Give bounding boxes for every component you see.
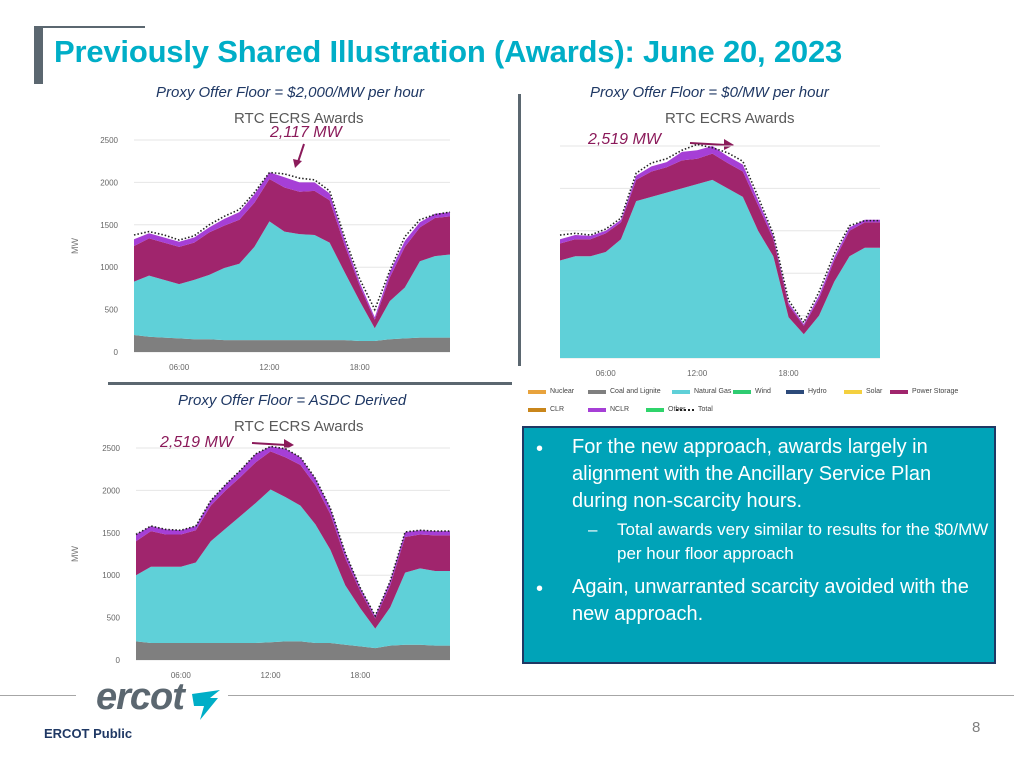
total-line — [559, 143, 880, 324]
legend-swatch — [588, 407, 606, 412]
x-tick-label: 12:00 — [261, 671, 282, 680]
area-coal-and-lignite — [134, 335, 450, 352]
legend-item-total: Total — [676, 406, 713, 413]
legend-label: Solar — [866, 388, 883, 395]
panel-1-chart-title: RTC ECRS Awards — [234, 110, 364, 127]
x-tick-label: 18:00 — [779, 369, 800, 378]
x-tick-label: 18:00 — [350, 363, 371, 372]
legend-swatch — [646, 407, 664, 412]
horizontal-divider — [108, 382, 512, 385]
footer-line-left — [0, 695, 76, 696]
legend-item-coal-and-lignite: Coal and Lignite — [588, 388, 661, 395]
x-tick-label: 12:00 — [687, 369, 708, 378]
footer-line-right — [228, 695, 1014, 696]
y-axis-label: MW — [70, 546, 80, 562]
y-tick-label: 1000 — [102, 571, 120, 580]
vertical-divider — [518, 94, 521, 366]
panel-3-subtitle: Proxy Offer Floor = ASDC Derived — [178, 392, 407, 409]
chart-asdc-derived: 0 500 1000 1500 2000 2500 MW 06:00 12:00 18:00 — [70, 444, 450, 680]
legend-label: Coal and Lignite — [610, 388, 661, 395]
area-coal-and-lignite — [136, 641, 450, 660]
legend-label: Total — [698, 406, 713, 413]
area-power-storage — [136, 451, 450, 629]
legend-item-clr: CLR — [528, 406, 564, 413]
panel-3-annotation: 2,519 MW — [160, 434, 233, 451]
y-tick-label: 1500 — [100, 221, 118, 230]
legend-swatch — [528, 407, 546, 412]
legend-item-wind: Wind — [733, 388, 771, 395]
legend-item-power-storage: Power Storage — [890, 388, 958, 395]
legend-item-hydro: Hydro — [786, 388, 827, 395]
legend-item-solar: Solar — [844, 388, 882, 395]
summary-bullet-2: Again, unwarranted scarcity avoided with… — [572, 576, 969, 625]
chart-legend: Nuclear Coal and Lignite Natural Gas Wind Hy… — [526, 388, 996, 420]
area-power-storage — [134, 179, 450, 329]
panel-1-annotation: 2,117 MW — [270, 124, 342, 141]
chart-0-floor: 06:00 12:00 18:00 — [559, 143, 880, 378]
page-title: Previously Shared Illustration (Awards):… — [54, 34, 843, 69]
bullet-marker: • — [536, 438, 544, 460]
panel-2-annotation-arrow — [689, 139, 734, 150]
chart-2000-floor: 0 500 1000 1500 2000 2500 MW 06:00 12:00 18:00 — [70, 136, 451, 372]
area-natural-gas — [134, 221, 450, 341]
title-accent-bar — [34, 26, 43, 84]
area-natural-gas — [560, 179, 880, 358]
legend-label: Nuclear — [550, 388, 575, 395]
x-tick-label: 12:00 — [259, 363, 280, 372]
legend-swatch — [786, 389, 804, 394]
y-tick-label: 2500 — [102, 444, 120, 453]
sub-bullet-marker: – — [588, 520, 598, 539]
panel-2-annotation: 2,519 MW — [588, 131, 661, 148]
total-line — [133, 171, 451, 312]
legend-label: CLR — [550, 406, 565, 413]
bullet-marker: • — [536, 578, 544, 600]
panel-3-chart-title: RTC ECRS Awards — [234, 418, 364, 435]
y-tick-label: 2000 — [100, 178, 118, 187]
area-natural-gas — [136, 489, 450, 649]
legend-item-natural-gas: Natural Gas — [672, 388, 731, 395]
y-tick-label: 2000 — [102, 486, 120, 495]
legend-label: Wind — [755, 388, 771, 395]
ercot-logo: ercot — [96, 676, 185, 718]
y-tick-label: 1000 — [100, 263, 118, 272]
legend-label: Power Storage — [912, 388, 959, 395]
legend-label: Natural Gas — [694, 388, 732, 395]
panel-3-annotation-arrow — [251, 439, 294, 450]
y-tick-label: 0 — [116, 656, 121, 665]
ercot-logo-mark-icon — [192, 690, 220, 720]
y-tick-label: 500 — [107, 614, 121, 623]
legend-swatch — [844, 389, 862, 394]
legend-item-nclr: NCLR — [588, 406, 629, 413]
panel-2-subtitle: Proxy Offer Floor = $0/MW per hour — [590, 84, 829, 101]
y-tick-label: 500 — [105, 306, 119, 315]
area-power-storage — [560, 153, 880, 335]
x-tick-label: 06:00 — [171, 671, 192, 680]
legend-label: NCLR — [610, 406, 630, 413]
y-axis-label: MW — [70, 238, 80, 254]
legend-swatch — [588, 389, 606, 394]
footer-classification: ERCOT Public — [44, 726, 133, 741]
panel-1-subtitle: Proxy Offer Floor = $2,000/MW per hour — [156, 84, 425, 101]
x-tick-label: 06:00 — [596, 369, 617, 378]
legend-swatch — [528, 389, 546, 394]
legend-item-nuclear: Nuclear — [528, 388, 574, 395]
y-tick-label: 2500 — [100, 136, 118, 145]
summary-textbox: • For the new approach, awards largely i… — [522, 426, 996, 664]
y-tick-label: 1500 — [102, 529, 120, 538]
x-tick-label: 18:00 — [350, 671, 371, 680]
title-accent-line — [43, 26, 145, 28]
legend-swatch — [676, 408, 694, 411]
summary-sub-bullet-1: Total awards very similar to results for… — [617, 520, 989, 563]
legend-swatch — [672, 389, 690, 394]
legend-swatch — [733, 389, 751, 394]
y-tick-label: 0 — [114, 348, 119, 357]
page-number: 8 — [972, 719, 981, 736]
panel-1-annotation-arrow — [293, 143, 305, 168]
legend-swatch — [890, 389, 908, 394]
summary-bullet-1: For the new approach, awards largely in … — [572, 436, 932, 512]
legend-label: Hydro — [808, 388, 827, 395]
x-tick-label: 06:00 — [169, 363, 190, 372]
panel-2-chart-title: RTC ECRS Awards — [665, 110, 795, 127]
